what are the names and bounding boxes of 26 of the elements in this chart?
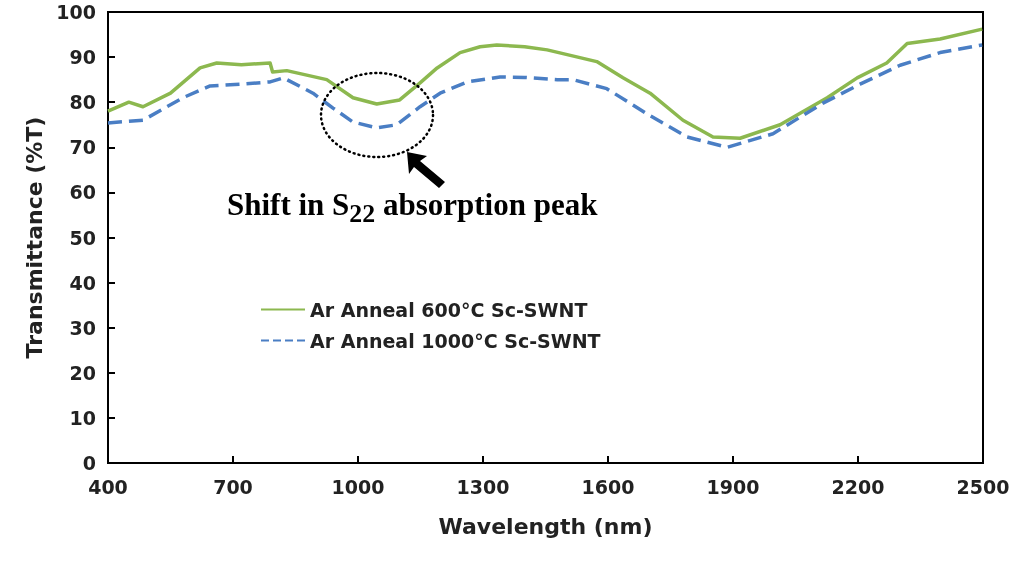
x-tick-label: 2200 — [831, 475, 885, 498]
x-tick-label: 700 — [213, 475, 253, 498]
y-tick-label: 70 — [69, 136, 96, 159]
x-tick-label: 1300 — [456, 475, 510, 498]
y-tick-label: 10 — [69, 406, 96, 429]
legend-label: Ar Anneal 1000°C Sc-SWNT — [310, 329, 601, 352]
y-tick-label: 30 — [69, 316, 96, 339]
y-tick-label: 80 — [69, 91, 96, 114]
y-tick-label: 90 — [69, 46, 96, 69]
x-tick-label: 400 — [88, 475, 128, 498]
line-series — [106, 43, 984, 150]
annotation: Shift in S$_{22}$ absorption peak — [227, 187, 598, 230]
y-tick-label: 50 — [69, 226, 96, 249]
x-tick-label: 1900 — [706, 475, 760, 498]
legend-label: Ar Anneal 600°C Sc-SWNT — [310, 298, 588, 321]
y-tick-label: 40 — [69, 271, 96, 294]
x-axis-title: Wavelength (nm) — [438, 513, 653, 539]
y-tick-label: 60 — [69, 181, 96, 204]
y-tick-label: 20 — [69, 361, 96, 384]
y-tick-label: 100 — [56, 1, 96, 23]
line-series — [106, 27, 984, 141]
x-tick-label: 2500 — [956, 475, 1010, 498]
y-tick-label: 0 — [82, 452, 96, 474]
x-tick-label: 1000 — [331, 475, 385, 498]
x-tick-label: 1600 — [581, 475, 635, 498]
y-axis-title: Transmittance (%T) — [21, 116, 47, 359]
